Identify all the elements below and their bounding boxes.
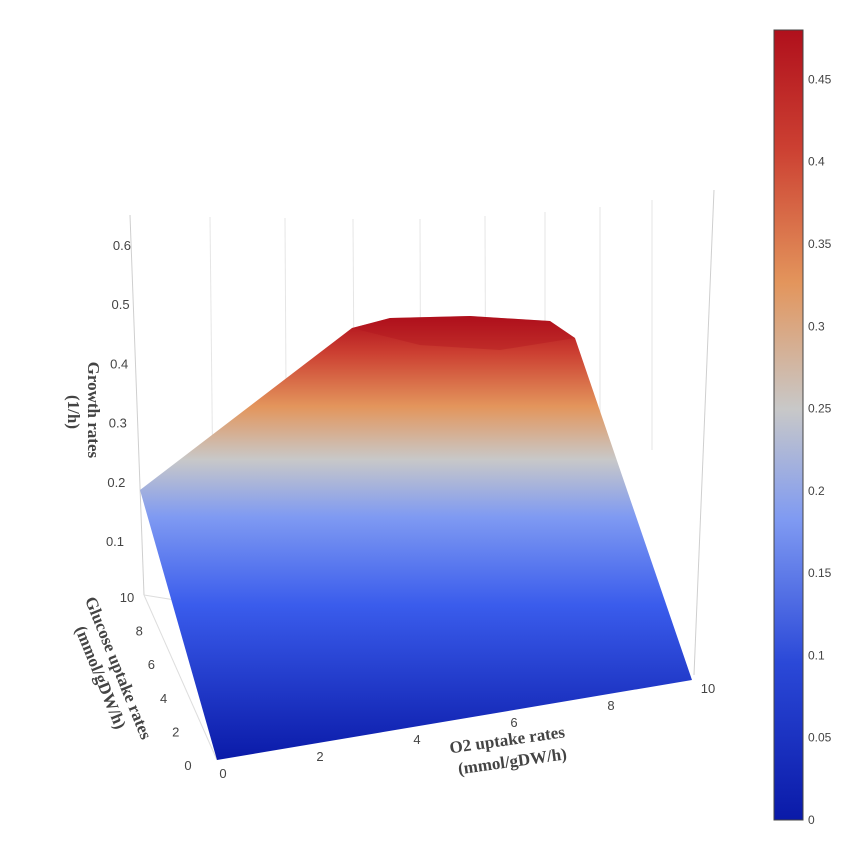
y-axis-ticks: 0 2 4 6 8 10 (120, 590, 192, 773)
y-tick-label: 2 (172, 724, 179, 739)
x-tick-label: 4 (413, 732, 420, 747)
x-tick-label: 0 (219, 766, 226, 781)
colorbar-tick-label: 0.15 (808, 566, 832, 580)
z-tick-label: 0.1 (106, 534, 124, 549)
colorbar-tick-label: 0 (808, 813, 815, 827)
colorbar-tick-label: 0.05 (808, 731, 832, 745)
z-axis-ticks: 0.1 0.2 0.3 0.4 0.5 0.6 (106, 238, 131, 549)
x-tick-label: 6 (510, 715, 517, 730)
colorbar-tick-label: 0.45 (808, 72, 832, 86)
y-tick-label: 8 (136, 624, 143, 639)
colorbar-ticks: 0 0.05 0.1 0.15 0.2 0.25 0.3 0.35 0.4 0.45 (808, 72, 832, 827)
colorbar (773, 29, 804, 821)
y-tick-label: 0 (184, 758, 191, 773)
x-axis-title: O2 uptake rates (mmol/gDW/h) (448, 722, 573, 779)
surface-plateau-highlight (352, 316, 575, 350)
y-tick-label: 6 (148, 657, 155, 672)
colorbar-tick-label: 0.25 (808, 402, 832, 416)
colorbar-tick-label: 0.1 (808, 648, 825, 662)
x-tick-label: 8 (607, 698, 614, 713)
z-axis-line (129, 214, 145, 596)
z-axis-title-line1: Growth rates (84, 362, 103, 459)
colorbar-tick-label: 0.35 (808, 237, 832, 251)
x-axis-ticks: 0 2 4 6 8 10 (219, 681, 715, 781)
colorbar-tick-label: 0.2 (808, 484, 825, 498)
y-tick-label: 4 (160, 691, 167, 706)
y-axis-title: Glucose uptake rates (mmol/gDW/h) (62, 594, 157, 754)
z-tick-label: 0.6 (113, 238, 131, 253)
z-axis-title: Growth rates (1/h) (64, 362, 103, 463)
colorbar-tick-label: 0.4 (808, 155, 825, 169)
x-tick-label: 10 (701, 681, 715, 696)
x-tick-label: 2 (316, 749, 323, 764)
z-axis-title-line2: (1/h) (64, 395, 83, 429)
z-tick-label: 0.4 (110, 356, 128, 371)
y-tick-label: 10 (120, 590, 134, 605)
growth-surface (140, 316, 692, 760)
z-tick-label: 0.2 (107, 475, 125, 490)
z-tick-label: 0.3 (109, 416, 127, 431)
floor-gridlines (143, 594, 218, 761)
colorbar-tick-label: 0.3 (808, 319, 825, 333)
z-tick-label: 0.5 (112, 297, 130, 312)
right-wall-edge (693, 189, 715, 676)
